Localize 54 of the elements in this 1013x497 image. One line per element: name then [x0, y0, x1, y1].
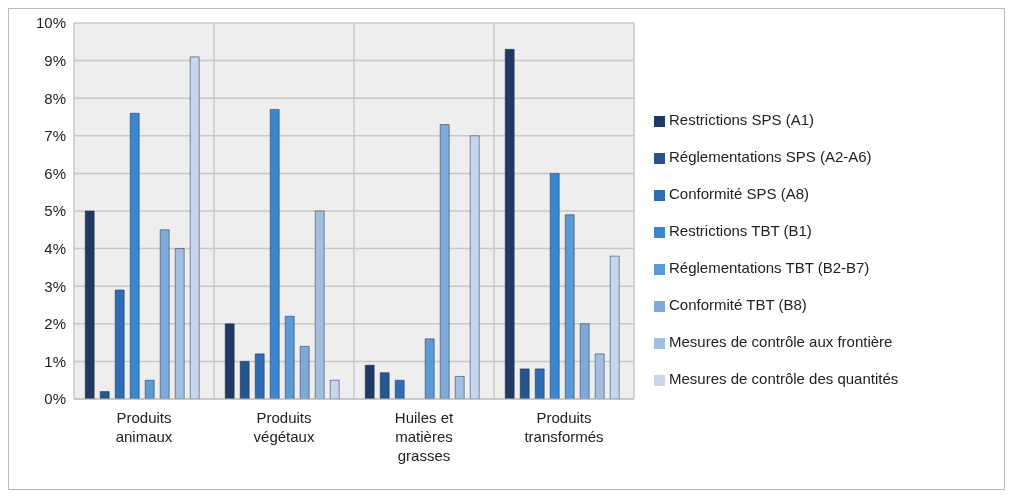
bar	[299, 346, 310, 399]
bar	[314, 210, 325, 399]
bar	[174, 248, 185, 399]
bar	[269, 109, 280, 399]
y-tick-label: 0%	[44, 390, 66, 408]
bar	[549, 173, 560, 399]
bar	[144, 379, 155, 399]
bar	[594, 353, 605, 399]
legend-label: Mesures de contrôle des quantités	[669, 370, 899, 387]
y-tick-label: 9%	[44, 51, 66, 69]
x-tick-label: Produits animaux	[115, 409, 173, 445]
bar	[99, 391, 110, 399]
bar	[579, 323, 590, 399]
bar	[224, 323, 235, 399]
x-tick-label: Produits végétaux	[253, 409, 315, 445]
bar	[84, 210, 95, 399]
bar	[504, 49, 515, 399]
bar	[564, 214, 575, 399]
bar	[129, 112, 140, 399]
y-tick-label: 5%	[44, 202, 66, 220]
bar	[424, 338, 435, 399]
bar	[534, 368, 545, 399]
legend-label: Réglementations SPS (A2-A6)	[669, 148, 872, 165]
bar	[379, 372, 390, 399]
bar	[254, 353, 265, 399]
legend-label: Conformité TBT (B8)	[669, 296, 807, 313]
bar	[609, 255, 620, 399]
bar	[454, 376, 465, 399]
legend-label: Réglementations TBT (B2-B7)	[669, 259, 870, 276]
bar	[329, 379, 340, 399]
y-tick-label: 2%	[44, 315, 66, 333]
bar	[519, 368, 530, 399]
bar	[394, 379, 405, 399]
legend-label: Restrictions TBT (B1)	[669, 222, 812, 239]
bar	[364, 364, 375, 399]
bar	[239, 361, 250, 399]
legend-label: Conformité SPS (A8)	[669, 185, 810, 202]
legend-label: Mesures de contrôle aux frontière	[669, 333, 893, 350]
y-tick-label: 3%	[44, 277, 66, 295]
legend-label: Restrictions SPS (A1)	[669, 111, 815, 128]
bar	[114, 289, 125, 399]
y-tick-label: 7%	[44, 127, 66, 145]
y-tick-label: 6%	[44, 164, 66, 182]
bar	[469, 135, 480, 399]
bar	[189, 56, 200, 399]
y-tick-label: 8%	[44, 89, 66, 107]
bar	[284, 316, 295, 399]
x-tick-label: Huiles et matières grasses	[394, 409, 455, 464]
y-tick-label: 10%	[35, 14, 66, 32]
x-tick-label: Produits transformés	[524, 409, 604, 445]
bar	[439, 124, 450, 399]
y-tick-label: 1%	[44, 352, 66, 370]
bar	[159, 229, 170, 399]
y-tick-label: 4%	[44, 239, 66, 257]
